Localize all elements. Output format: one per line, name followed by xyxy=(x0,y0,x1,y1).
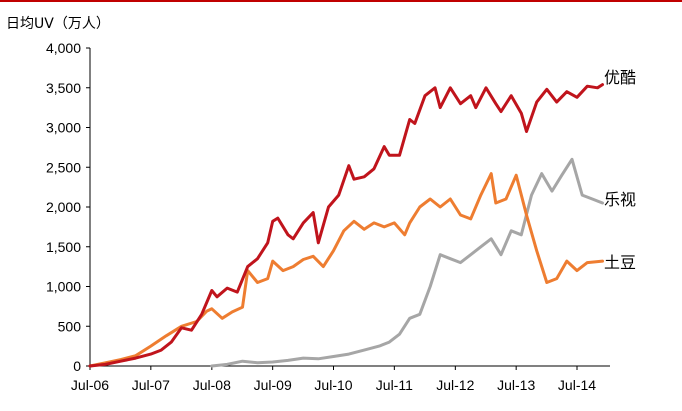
series-label-2: 乐视 xyxy=(604,190,636,209)
y-tick-label: 3,000 xyxy=(46,120,81,136)
x-tick-label: Jul-12 xyxy=(436,377,474,393)
x-tick-label: Jul-08 xyxy=(193,377,231,393)
x-tick-label: Jul-06 xyxy=(71,377,109,393)
x-tick-label: Jul-07 xyxy=(132,377,170,393)
y-axis-unit-label: 日均UV（万人） xyxy=(6,16,110,32)
y-tick-label: 500 xyxy=(58,318,82,334)
x-tick-label: Jul-09 xyxy=(254,377,292,393)
y-tick-label: 2,500 xyxy=(46,159,81,175)
y-tick-label: 1,500 xyxy=(46,239,81,255)
series-line-2 xyxy=(210,157,604,368)
y-tick-label: 3,500 xyxy=(46,80,81,96)
y-tick-label: 2,000 xyxy=(46,199,81,215)
x-tick-label: Jul-10 xyxy=(314,377,352,393)
y-tick-label: 4,000 xyxy=(46,40,81,56)
series-label-0: 优酷 xyxy=(604,68,636,87)
y-tick-label: 1,000 xyxy=(46,279,81,295)
top-rule xyxy=(0,0,682,2)
series-label-1: 土豆 xyxy=(604,253,636,272)
series-line-0 xyxy=(88,83,604,368)
x-tick-label: Jul-11 xyxy=(376,377,413,393)
y-tick-label: 0 xyxy=(73,358,81,374)
x-tick-label: Jul-13 xyxy=(497,377,535,393)
x-tick-label: Jul-14 xyxy=(558,377,596,393)
series-line-1 xyxy=(88,172,604,368)
